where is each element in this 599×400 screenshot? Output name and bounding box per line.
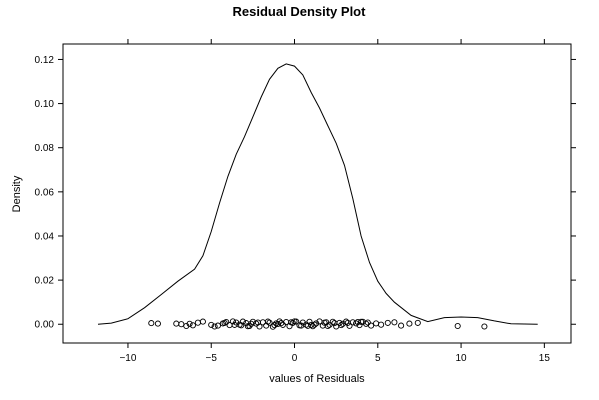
residual-point [358, 318, 365, 325]
residual-point [231, 321, 238, 328]
residual-point [398, 322, 405, 329]
residual-point [264, 318, 271, 325]
residual-point [254, 319, 261, 326]
residual-point [406, 320, 413, 327]
residual-point [454, 322, 461, 330]
x-axis: −10 −5 0 5 10 15 [119, 39, 550, 364]
residual-point [154, 320, 161, 327]
residual-point [229, 318, 236, 325]
residual-point [189, 322, 196, 329]
y-tick-label: 0.06 [35, 187, 55, 198]
residual-point [286, 323, 293, 330]
y-tick-label: 0.00 [35, 320, 55, 331]
residual-point [239, 318, 246, 325]
residual-point [308, 321, 315, 328]
residual-point [291, 318, 298, 325]
density-curve [97, 63, 538, 325]
y-tick-label: 0.10 [35, 99, 55, 110]
residual-point [306, 318, 313, 325]
x-tick-label: −5 [206, 353, 218, 364]
residual-point [329, 318, 336, 325]
residual-point [298, 322, 305, 329]
residual-point [368, 322, 375, 329]
residual-point [278, 320, 285, 327]
residual-point [311, 321, 318, 328]
y-tick-label: 0.02 [35, 276, 55, 287]
residual-point [271, 322, 278, 329]
residual-point [186, 320, 193, 327]
y-tick-label: 0.04 [35, 231, 55, 242]
residual-point [199, 318, 206, 325]
residual-point [178, 321, 185, 328]
residual-point [211, 323, 218, 330]
residual-point [331, 320, 338, 327]
x-tick-label: 0 [292, 353, 298, 364]
y-axis-label: Density [11, 175, 23, 212]
residual-point [356, 322, 363, 329]
x-tick-label: −10 [119, 353, 136, 364]
residual-point [344, 319, 351, 326]
residual-point [243, 320, 250, 327]
residual-point [259, 319, 266, 326]
residual-point [378, 321, 385, 328]
residual-point [256, 323, 263, 330]
x-tick-label: 10 [456, 353, 468, 364]
residual-point [288, 319, 295, 326]
chart-title: Residual Density Plot [233, 4, 367, 19]
residual-point [266, 319, 273, 326]
y-axis: 0.00 0.02 0.04 0.06 0.08 0.10 0.12 [35, 55, 576, 331]
plot-frame [62, 43, 572, 344]
residual-point [343, 318, 350, 325]
residual-point [269, 323, 276, 330]
residual-point [354, 318, 361, 326]
residual-point [364, 319, 371, 326]
residual-point [221, 319, 228, 326]
residual-point [349, 319, 356, 326]
residual-point [324, 322, 331, 330]
residual-point [304, 322, 311, 329]
residual-point [384, 319, 391, 326]
x-tick-label: 5 [375, 353, 381, 364]
x-tick-label: 15 [539, 353, 551, 364]
residual-point [173, 320, 180, 327]
residual-point [248, 320, 255, 327]
residual-point [238, 322, 245, 329]
residual-point [214, 322, 221, 329]
residual-point [373, 320, 380, 327]
y-tick-label: 0.08 [35, 143, 55, 154]
residual-point [208, 321, 215, 328]
residual-point [391, 319, 398, 326]
residual-point [338, 322, 345, 329]
residual-point [148, 320, 155, 327]
y-tick-label: 0.12 [35, 55, 55, 66]
residual-point [481, 323, 488, 330]
residual-point [194, 319, 201, 326]
residual-point [414, 319, 421, 326]
residual-point [274, 320, 281, 328]
residual-point [321, 319, 328, 326]
residual-points [148, 318, 488, 330]
x-axis-label: values of Residuals [269, 373, 365, 385]
